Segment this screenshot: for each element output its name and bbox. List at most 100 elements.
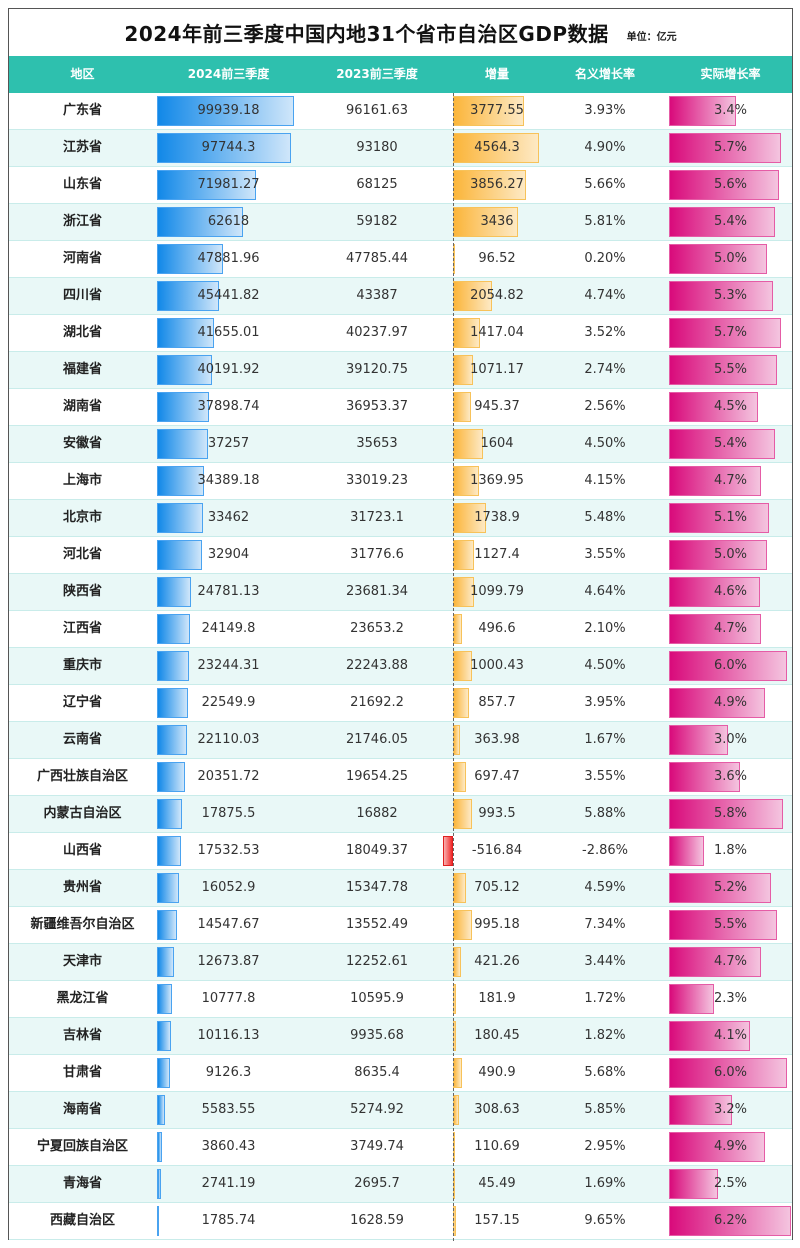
- gdp-2023-value: 21692.2: [350, 695, 404, 710]
- increase-value: 995.18: [474, 917, 520, 932]
- real-growth-value: 6.2%: [713, 1213, 748, 1228]
- region-name: 江西省: [62, 621, 102, 636]
- table-row: 四川省 45441.82 43387 2054.82 4.74% 5.3%: [9, 278, 792, 315]
- increase-value: 705.12: [474, 880, 520, 895]
- header-2023: 2023前三季度: [336, 67, 418, 81]
- gdp-2024-bar: [157, 1095, 165, 1125]
- real-growth-bar: [669, 1169, 719, 1199]
- real-growth-bar: [669, 651, 788, 681]
- table-row: 河南省 47881.96 47785.44 96.52 0.20% 5.0%: [9, 241, 792, 278]
- real-growth-value: 5.8%: [713, 806, 748, 821]
- header-nominal-growth: 名义增长率: [574, 67, 635, 81]
- gdp-2024-value: 16052.9: [201, 880, 256, 895]
- gdp-2024-value: 2741.19: [201, 1176, 256, 1191]
- gdp-2024-value: 32904: [207, 547, 250, 562]
- increase-value: 1000.43: [470, 658, 524, 673]
- nominal-growth-value: 2.10%: [584, 621, 626, 636]
- gdp-2023-value: 39120.75: [345, 362, 409, 377]
- table-row: 吉林省 10116.13 9935.68 180.45 1.82% 4.1%: [9, 1018, 792, 1055]
- gdp-2023-value: 18049.37: [345, 843, 409, 858]
- nominal-growth-value: 1.69%: [584, 1176, 626, 1191]
- region-name: 云南省: [62, 732, 102, 747]
- nominal-growth-value: 3.55%: [584, 547, 626, 562]
- gdp-2023-value: 23653.2: [350, 621, 404, 636]
- real-growth-bar: [669, 1058, 788, 1088]
- table-row: 湖北省 41655.01 40237.97 1417.04 3.52% 5.7%: [9, 315, 792, 352]
- nominal-growth-value: 2.74%: [584, 362, 626, 377]
- region-name: 湖南省: [62, 399, 102, 414]
- region-name: 山东省: [62, 177, 102, 192]
- gdp-2024-bar: [157, 651, 189, 681]
- real-growth-value: 5.6%: [713, 177, 748, 192]
- region-name: 湖北省: [62, 325, 102, 340]
- real-growth-value: 5.7%: [713, 325, 748, 340]
- gdp-2023-value: 10595.9: [350, 991, 404, 1006]
- increase-bar: [453, 170, 526, 200]
- region-name: 宁夏回族自治区: [36, 1139, 128, 1154]
- nominal-growth-value: 7.34%: [584, 917, 626, 932]
- gdp-2023-value: 3749.74: [350, 1139, 404, 1154]
- increase-value: 45.49: [478, 1176, 516, 1191]
- real-growth-value: 4.6%: [713, 584, 748, 599]
- gdp-2023-value: 59182: [356, 214, 398, 229]
- real-growth-bar: [669, 725, 729, 755]
- gdp-2024-bar: [157, 207, 243, 237]
- nominal-growth-value: 3.52%: [584, 325, 626, 340]
- nominal-growth-value: 5.68%: [584, 1065, 626, 1080]
- real-growth-bar: [669, 133, 782, 163]
- real-growth-value: 5.3%: [713, 288, 748, 303]
- table-row: 上海市 34389.18 33019.23 1369.95 4.15% 4.7%: [9, 463, 792, 500]
- increase-value: 945.37: [474, 399, 520, 414]
- region-name: 河南省: [62, 251, 102, 266]
- real-growth-bar: [669, 244, 768, 274]
- gdp-2023-value: 23681.34: [345, 584, 409, 599]
- gdp-2024-bar: [157, 355, 213, 385]
- gdp-2024-bar: [157, 429, 209, 459]
- gdp-2024-value: 71981.27: [197, 177, 260, 192]
- table-row: 湖南省 37898.74 36953.37 945.37 2.56% 4.5%: [9, 389, 792, 426]
- nominal-growth-value: 4.90%: [584, 140, 626, 155]
- nominal-growth-value: 4.64%: [584, 584, 626, 599]
- gdp-2024-bar: [157, 244, 223, 274]
- real-growth-value: 4.1%: [713, 1028, 748, 1043]
- gdp-2023-value: 1628.59: [350, 1213, 404, 1228]
- region-name: 贵州省: [62, 880, 102, 895]
- gdp-2024-value: 24781.13: [197, 584, 260, 599]
- increase-value: 3436: [480, 214, 514, 229]
- gdp-2024-value: 97744.3: [201, 140, 256, 155]
- gdp-2024-bar: [157, 725, 188, 755]
- table-row: 浙江省 62618 59182 3436 5.81% 5.4%: [9, 204, 792, 241]
- gdp-2023-value: 93180: [356, 140, 398, 155]
- region-name: 青海省: [62, 1176, 102, 1191]
- real-growth-value: 5.5%: [713, 362, 748, 377]
- increase-value: 3856.27: [470, 177, 524, 192]
- real-growth-bar: [669, 762, 740, 792]
- gdp-2023-value: 5274.92: [350, 1102, 404, 1117]
- gdp-2024-bar: [157, 614, 191, 644]
- gdp-2024-value: 40191.92: [197, 362, 260, 377]
- increase-value: 4564.3: [474, 140, 520, 155]
- gdp-2023-value: 15347.78: [345, 880, 409, 895]
- increase-value: 1127.4: [474, 547, 520, 562]
- increase-bar: [453, 133, 539, 163]
- increase-value: 857.7: [478, 695, 516, 710]
- gdp-2024-value: 10777.8: [201, 991, 256, 1006]
- real-growth-value: 5.1%: [713, 510, 748, 525]
- table-row: 江苏省 97744.3 93180 4564.3 4.90% 5.7%: [9, 130, 792, 167]
- increase-value: -516.84: [471, 843, 523, 858]
- region-name: 上海市: [62, 473, 102, 488]
- gdp-2024-value: 3860.43: [201, 1139, 256, 1154]
- gdp-2024-bar: [157, 1132, 163, 1162]
- region-name: 浙江省: [62, 214, 102, 229]
- real-growth-value: 4.7%: [713, 621, 748, 636]
- real-growth-bar: [669, 318, 782, 348]
- real-growth-value: 5.4%: [713, 214, 748, 229]
- table-row: 重庆市 23244.31 22243.88 1000.43 4.50% 6.0%: [9, 648, 792, 685]
- table-row: 海南省 5583.55 5274.92 308.63 5.85% 3.2%: [9, 1092, 792, 1129]
- region-name: 吉林省: [62, 1028, 102, 1043]
- table-row: 辽宁省 22549.9 21692.2 857.7 3.95% 4.9%: [9, 685, 792, 722]
- gdp-2024-value: 47881.96: [197, 251, 260, 266]
- gdp-2024-bar: [157, 1206, 160, 1236]
- table-row: 新疆维吾尔自治区 14547.67 13552.49 995.18 7.34% 5.5%: [9, 907, 792, 944]
- increase-value: 181.9: [478, 991, 516, 1006]
